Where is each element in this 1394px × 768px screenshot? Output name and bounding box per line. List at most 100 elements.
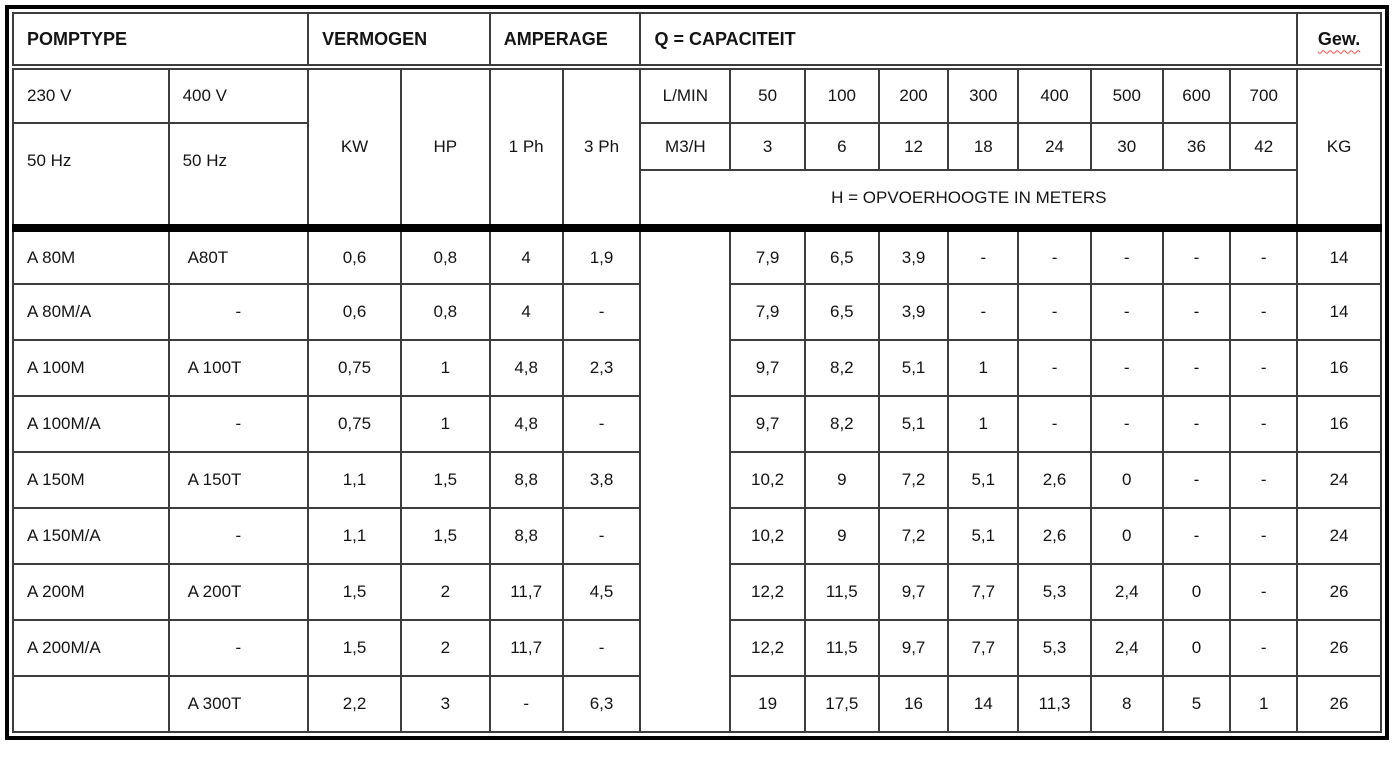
head-value-cell: 11,5 [803, 619, 880, 677]
head-value-cell: 9,7 [729, 395, 806, 453]
pump-type-230v-cell: A 200M [12, 563, 170, 621]
head-value-cell: 0 [1161, 563, 1232, 621]
lmin-value-cell: 500 [1089, 66, 1164, 124]
subheader-230v: 230 V [12, 66, 170, 124]
head-value-cell: 1 [947, 395, 1020, 453]
head-value-cell: 9 [803, 507, 880, 565]
pump-type-400v-cell: - [167, 395, 310, 453]
weight-cell: 26 [1296, 619, 1382, 677]
head-value-cell: 0 [1089, 507, 1164, 565]
header-gewicht: Gew. [1296, 12, 1382, 70]
subheader-1ph: 1 Ph [488, 66, 564, 229]
amp-1ph-cell: 11,7 [488, 619, 564, 677]
amp-1ph-cell: 4,8 [488, 395, 564, 453]
pump-type-230v-cell: A 200M/A [12, 619, 170, 677]
head-value-cell: 16 [877, 675, 950, 733]
table-body: A 80M A80T 0,6 0,8 4 1,9 7,9 6,5 3,9 - -… [12, 224, 1382, 733]
table-row: A 100M A 100T 0,75 1 4,8 2,3 9,7 8,2 5,1… [12, 339, 1382, 397]
header-row-m3h: 50 Hz 50 Hz M3/H 3 6 12 18 24 30 36 42 [12, 122, 1381, 229]
head-value-cell: 5,3 [1017, 563, 1092, 621]
header-pomptype: POMPTYPE [11, 12, 310, 70]
head-value-cell: 12,2 [729, 563, 806, 621]
head-value-cell: 1 [947, 339, 1020, 397]
amp-3ph-cell: - [561, 507, 642, 565]
header-row-main: POMPTYPE VERMOGEN AMPERAGE Q = CAPACITEI… [11, 12, 1382, 70]
pump-type-230v-cell: A 80M/A [12, 283, 170, 341]
m3h-value-cell: 3 [729, 122, 806, 171]
header-row-voltage: 230 V 400 V KW HP 1 Ph 3 Ph L/MIN 50 100… [12, 66, 1382, 229]
head-value-cell: - [1229, 451, 1299, 509]
head-value-cell: - [1089, 395, 1164, 453]
head-value-cell: 6,5 [803, 283, 880, 341]
table-row: A 100M/A - 0,75 1 4,8 - 9,7 8,2 5,1 1 - … [12, 395, 1382, 453]
head-value-cell: 7,7 [947, 563, 1020, 621]
spacer-cell [639, 224, 732, 733]
head-value-cell: - [1161, 283, 1232, 341]
head-value-cell: 2,6 [1017, 507, 1092, 565]
head-value-cell: - [1017, 339, 1092, 397]
lmin-value-cell: 200 [877, 66, 950, 124]
hp-cell: 3 [399, 675, 491, 733]
amp-3ph-cell: 1,9 [561, 224, 642, 285]
lmin-value-cell: 600 [1161, 66, 1232, 124]
amp-3ph-cell: 6,3 [561, 675, 642, 733]
table-row: A 200M/A - 1,5 2 11,7 - 12,2 11,5 9,7 7,… [12, 619, 1382, 677]
table-row: A 80M A80T 0,6 0,8 4 1,9 7,9 6,5 3,9 - -… [12, 224, 1382, 733]
head-value-cell: 8,2 [803, 339, 880, 397]
head-value-cell: 11,3 [1017, 675, 1092, 733]
head-value-cell: 9,7 [877, 563, 950, 621]
amp-1ph-cell: 8,8 [488, 507, 564, 565]
head-value-cell: 7,2 [877, 507, 950, 565]
weight-cell: 26 [1296, 563, 1382, 621]
header-vermogen: VERMOGEN [307, 12, 491, 70]
head-value-cell: - [1161, 224, 1232, 285]
head-value-cell: 5,1 [947, 451, 1020, 509]
header-row-opvoerhoogte: H = OPVOERHOOGTE IN METERS [13, 169, 1381, 229]
kw-cell: 2,2 [307, 675, 402, 733]
pump-type-230v-cell: A 80M [12, 224, 170, 285]
header-amperage: AMPERAGE [488, 12, 642, 70]
head-value-cell: - [1229, 283, 1299, 341]
head-value-cell: 7,9 [729, 283, 806, 341]
head-value-cell: 17,5 [803, 675, 880, 733]
kw-cell: 0,6 [307, 224, 402, 285]
amp-1ph-cell: 4 [488, 224, 564, 285]
amp-1ph-cell: - [488, 675, 564, 733]
head-value-cell: - [1229, 224, 1299, 285]
hp-cell: 0,8 [399, 283, 491, 341]
head-value-cell: 6,5 [803, 224, 880, 285]
head-value-cell: 10,2 [729, 451, 806, 509]
hp-cell: 1,5 [399, 451, 491, 509]
pump-type-230v-cell: A 150M [12, 451, 170, 509]
table-row: A 200M A 200T 1,5 2 11,7 4,5 12,2 11,5 9… [12, 563, 1382, 621]
head-value-cell: 9,7 [877, 619, 950, 677]
weight-cell: 16 [1296, 395, 1382, 453]
head-value-cell: 12,2 [729, 619, 806, 677]
head-value-cell: 0 [1089, 451, 1164, 509]
head-value-cell: - [1161, 507, 1232, 565]
head-value-cell: 5,1 [877, 395, 950, 453]
amp-1ph-cell: 8,8 [488, 451, 564, 509]
weight-cell: 16 [1296, 339, 1382, 397]
amp-3ph-cell: 2,3 [561, 339, 642, 397]
head-value-cell: 2,4 [1089, 619, 1164, 677]
pump-type-230v-cell: A 100M [12, 339, 170, 397]
pump-type-230v-cell [12, 675, 170, 733]
head-value-cell: - [947, 224, 1020, 285]
head-value-cell: - [1229, 395, 1299, 453]
head-value-cell: 7,7 [947, 619, 1020, 677]
kw-cell: 1,5 [307, 563, 402, 621]
head-value-cell: - [1017, 283, 1092, 341]
kw-cell: 1,1 [307, 507, 402, 565]
lmin-value-cell: 100 [803, 66, 880, 124]
hp-cell: 1 [399, 339, 491, 397]
kw-cell: 1,1 [307, 451, 402, 509]
pump-type-400v-cell: A 100T [167, 339, 310, 397]
head-value-cell: 8 [1089, 675, 1164, 733]
head-value-cell: 5 [1161, 675, 1232, 733]
subheader-kw: KW [307, 66, 402, 229]
pump-type-400v-cell: A 150T [167, 451, 310, 509]
head-value-cell: 7,2 [877, 451, 950, 509]
subheader-m3h: M3/H [639, 122, 732, 171]
kw-cell: 1,5 [307, 619, 402, 677]
